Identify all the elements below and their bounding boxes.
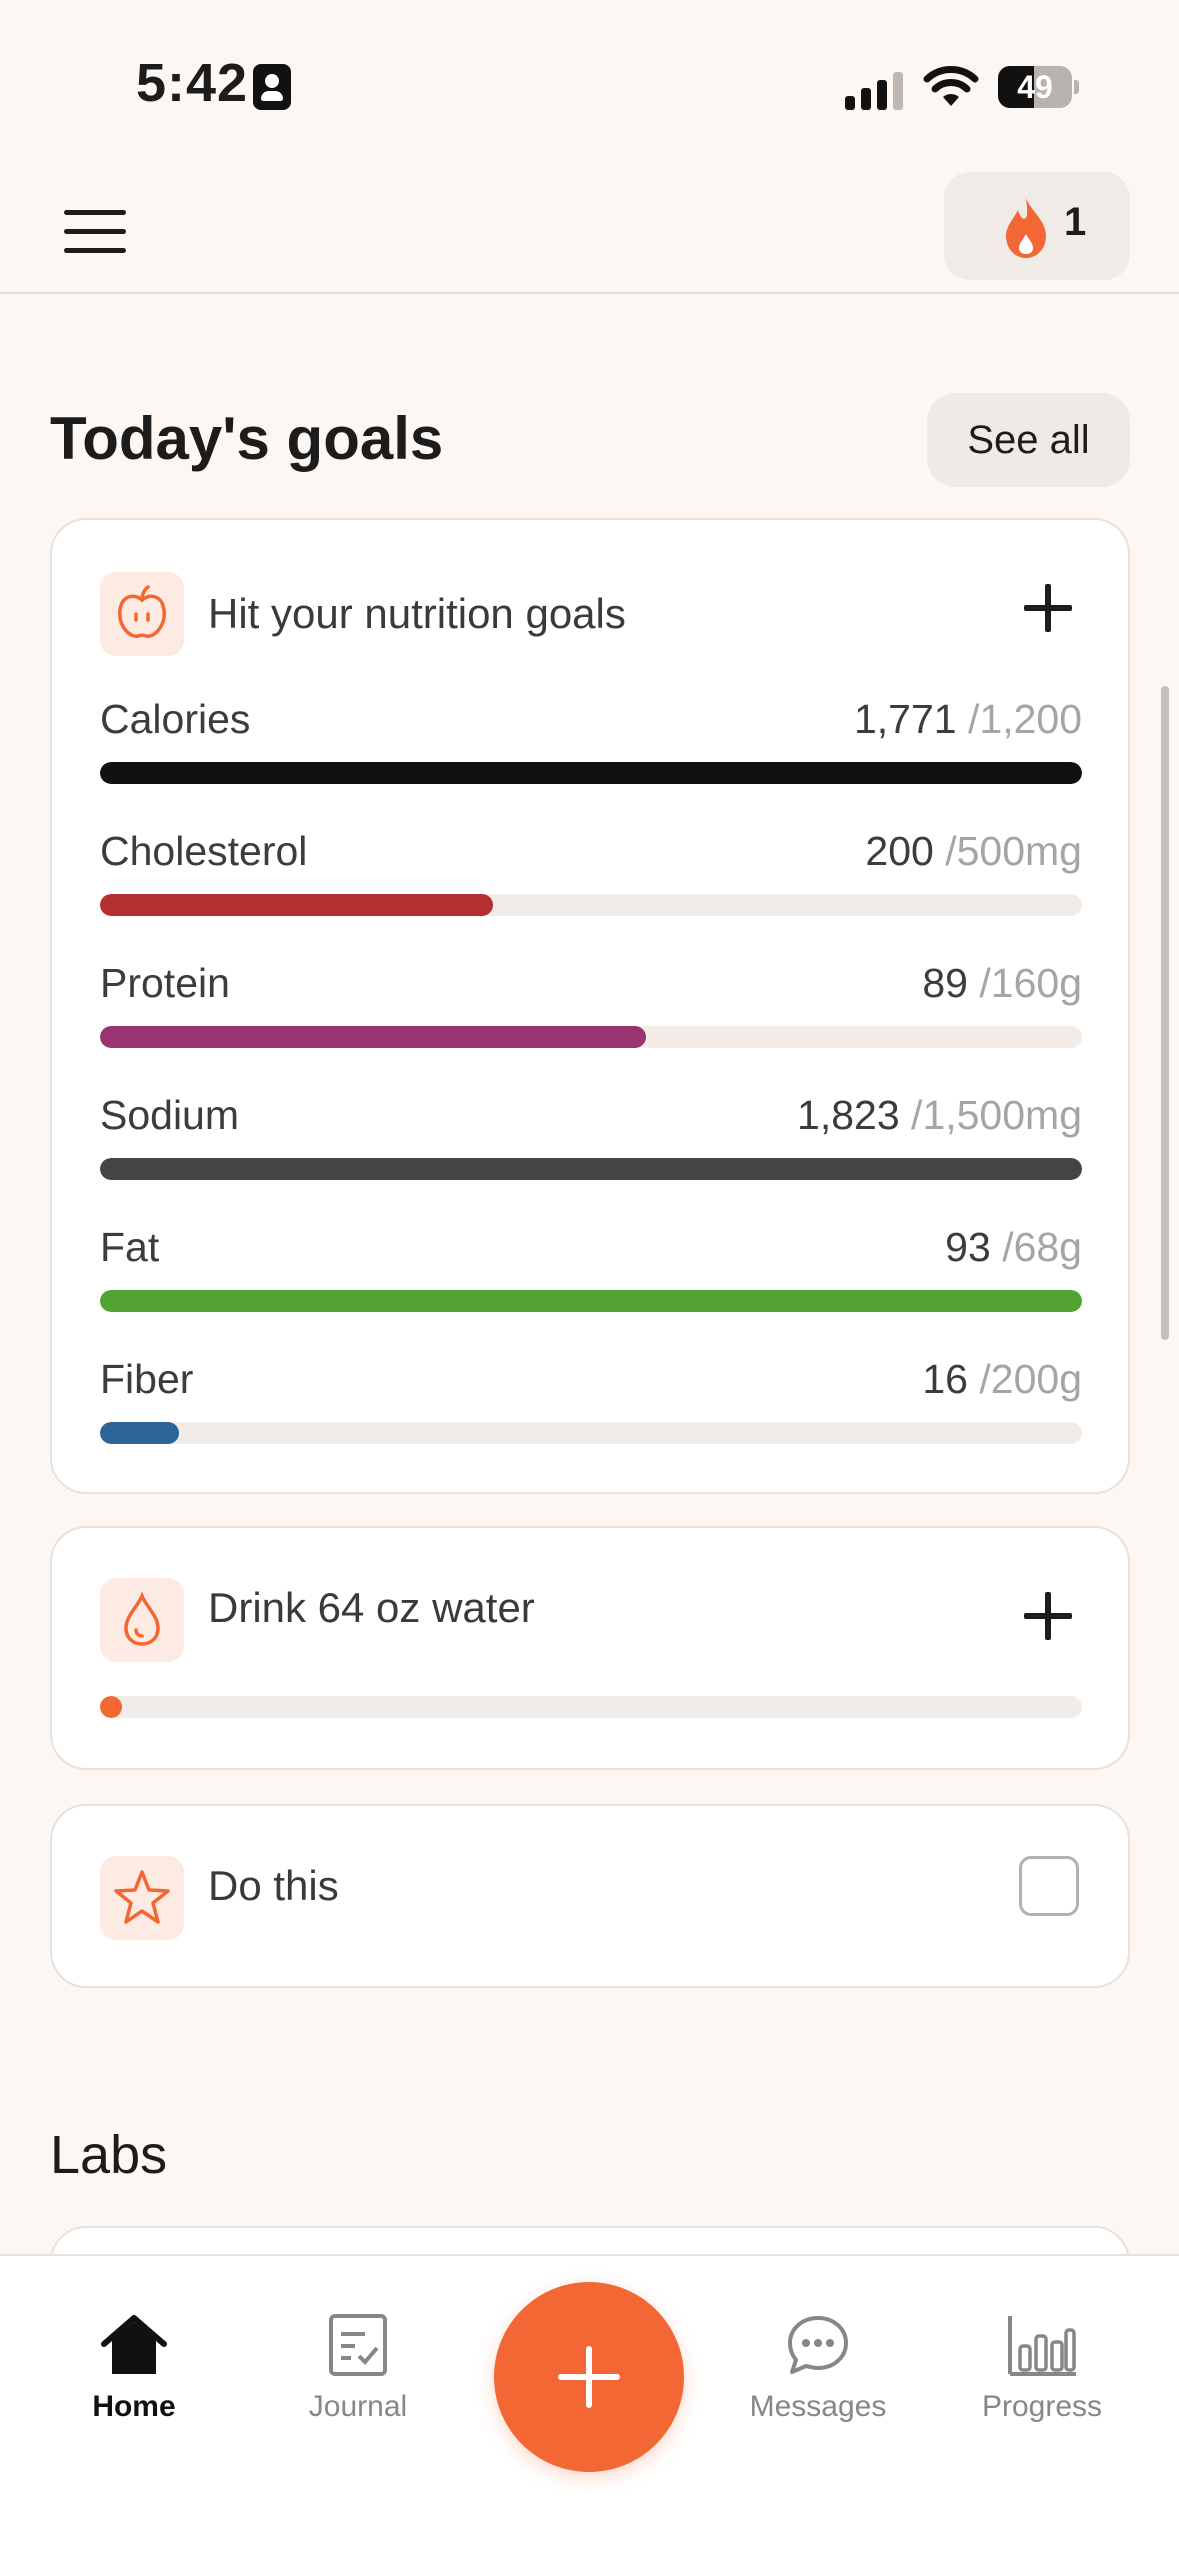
nutrient-progress-track: [100, 1290, 1082, 1312]
nutrient-current: 16: [922, 1356, 968, 1402]
status-time: 5:42: [136, 53, 249, 113]
nutrient-row-protein: Protein 89 /160g: [100, 960, 1082, 1060]
nutrient-progress-fill: [100, 1158, 1082, 1180]
battery-fill: [998, 66, 1035, 108]
tab-messages-label: Messages: [749, 2390, 887, 2423]
water-goal-title: Drink 64 oz water: [208, 1584, 535, 1631]
nutrient-values: 1,823 /1,500mg: [797, 1092, 1082, 1139]
nutrient-progress-fill: [100, 1422, 179, 1444]
labs-title: Labs: [50, 2125, 168, 2185]
streak-count: 1: [1064, 200, 1087, 244]
tab-progress-label: Progress: [981, 2390, 1103, 2423]
nutrient-row-cholesterol: Cholesterol 200 /500mg: [100, 828, 1082, 928]
scrollbar[interactable]: [1161, 686, 1169, 1340]
custom-goal-title: Do this: [208, 1862, 339, 1909]
add-nutrition-button[interactable]: [1020, 580, 1076, 636]
nutrient-goal: /68g: [1002, 1224, 1082, 1270]
menu-button[interactable]: [64, 204, 128, 260]
water-progress-track: [100, 1696, 1082, 1718]
home-icon: [101, 2315, 167, 2374]
water-drop-icon: [100, 1578, 184, 1662]
nutrient-row-calories: Calories 1,771 /1,200: [100, 696, 1082, 796]
nutrient-progress-track: [100, 1422, 1082, 1444]
cellular-signal-icon: [845, 70, 905, 110]
nutrient-values: 200 /500mg: [865, 828, 1082, 875]
nutrient-name: Calories: [100, 696, 251, 742]
add-entry-fab[interactable]: [494, 2282, 684, 2472]
nutrient-values: 89 /160g: [922, 960, 1082, 1007]
apple-icon: [100, 572, 184, 656]
nutrient-goal: /1,500mg: [911, 1092, 1082, 1138]
water-goal-card[interactable]: Drink 64 oz water: [50, 1526, 1130, 1770]
nutrient-name: Fiber: [100, 1356, 194, 1402]
nutrient-progress-track: [100, 894, 1082, 916]
wifi-icon: [923, 66, 979, 106]
nutrient-row-fiber: Fiber 16 /200g: [100, 1356, 1082, 1456]
tab-home[interactable]: Home: [44, 2312, 224, 2452]
nutrient-progress-fill: [100, 1026, 646, 1048]
flame-icon: [1006, 198, 1046, 258]
streak-button[interactable]: 1: [944, 172, 1130, 280]
tab-journal-label: Journal: [308, 2390, 408, 2423]
nutrient-values: 1,771 /1,200: [854, 696, 1082, 743]
custom-goal-checkbox[interactable]: [1019, 1856, 1079, 1916]
nutrient-current: 200: [865, 828, 934, 874]
nutrient-current: 89: [922, 960, 968, 1006]
nutrient-progress-fill: [100, 894, 493, 916]
nutrient-current: 1,823: [797, 1092, 900, 1138]
tab-journal[interactable]: Journal: [268, 2312, 448, 2452]
nutrition-goal-card[interactable]: Hit your nutrition goals Calories 1,771 /…: [50, 518, 1130, 1494]
nutrient-name: Cholesterol: [100, 828, 308, 874]
todays-goals-title: Today's goals: [50, 405, 444, 472]
bottom-tab-bar: Home Journal Messages Pr: [0, 2254, 1179, 2556]
chat-bubble-icon: [788, 2316, 848, 2374]
nutrient-progress-track: [100, 762, 1082, 784]
nutrient-progress-track: [100, 1158, 1082, 1180]
nutrient-current: 1,771: [853, 696, 957, 742]
battery-icon: 49: [998, 66, 1079, 108]
add-water-button[interactable]: [1020, 1588, 1076, 1644]
nutrient-goal: /1,200: [968, 696, 1082, 742]
hamburger-icon: [64, 210, 126, 215]
tab-home-label: Home: [92, 2390, 176, 2423]
nutrient-goal: /200g: [979, 1356, 1082, 1402]
star-icon: [100, 1856, 184, 1940]
tab-messages[interactable]: Messages: [728, 2312, 908, 2452]
status-bar: 5:42 49: [0, 0, 1179, 170]
nutrient-name: Sodium: [100, 1092, 240, 1138]
contact-card-icon: [253, 64, 291, 110]
nutrient-current: 93: [945, 1224, 991, 1270]
water-progress-fill: [100, 1696, 122, 1718]
battery-percentage: 49: [1017, 69, 1053, 105]
nutrient-goal: /160g: [979, 960, 1082, 1006]
nutrient-row-sodium: Sodium 1,823 /1,500mg: [100, 1092, 1082, 1192]
custom-goal-card[interactable]: Do this: [50, 1804, 1130, 1988]
nutrient-name: Fat: [100, 1224, 160, 1270]
nutrient-name: Protein: [100, 960, 230, 1006]
nutrient-values: 16 /200g: [922, 1356, 1082, 1403]
nutrition-goal-title: Hit your nutrition goals: [208, 590, 626, 637]
nutrient-values: 93 /68g: [945, 1224, 1082, 1271]
nutrient-row-fat: Fat 93 /68g: [100, 1224, 1082, 1324]
nutrient-goal: /500mg: [945, 828, 1082, 874]
tab-progress[interactable]: Progress: [952, 2312, 1132, 2452]
bar-chart-icon: [1008, 2316, 1076, 2376]
nutrient-progress-track: [100, 1026, 1082, 1048]
journal-icon: [329, 2314, 387, 2376]
nutrient-progress-fill: [100, 762, 1082, 784]
see-all-button[interactable]: See all: [927, 393, 1130, 487]
nutrient-progress-fill: [100, 1290, 1082, 1312]
app-header: 1: [0, 170, 1179, 294]
